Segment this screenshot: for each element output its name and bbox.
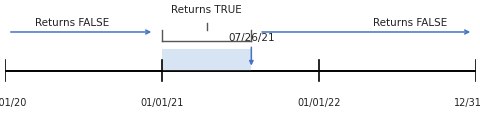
Text: Returns TRUE: Returns TRUE	[171, 5, 241, 15]
Text: 01/01/21: 01/01/21	[140, 97, 183, 107]
Bar	[162, 50, 251, 71]
Text: 01/01/20: 01/01/20	[0, 97, 26, 107]
Text: Returns FALSE: Returns FALSE	[372, 18, 446, 28]
Text: Returns FALSE: Returns FALSE	[35, 18, 109, 28]
Text: 01/01/22: 01/01/22	[297, 97, 340, 107]
Text: 12/31/22: 12/31/22	[454, 97, 480, 107]
Text: 07/26/21: 07/26/21	[228, 33, 274, 43]
